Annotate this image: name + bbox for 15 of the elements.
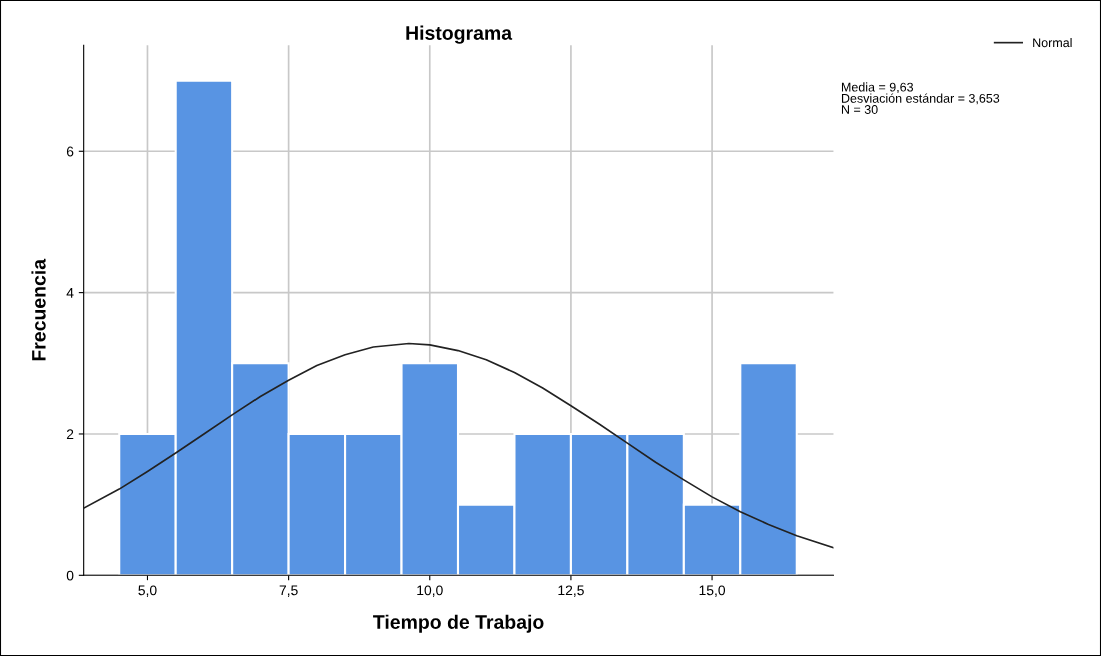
y-tick-label: 2 [66, 429, 74, 439]
y-axis-title: Frecuencia [31, 258, 46, 361]
x-tick-label: 12,5 [558, 585, 584, 597]
text: Media = 9,63 Desviación estándar = 3,653 N = 30 [841, 82, 1000, 114]
x-tick-label: 7,5 [279, 585, 298, 597]
x-tick-label: 15,0 [699, 585, 726, 597]
legend-label: Normal [1033, 37, 1072, 48]
chart-title: Histograma [406, 25, 513, 44]
line-series [83, 342, 834, 549]
y-tick-label: 0 [66, 570, 74, 581]
x-axis-title: Tiempo de Trabajo [373, 614, 544, 633]
x-tick-label: 10,0 [417, 585, 443, 597]
x-tick-label: 5,0 [138, 585, 157, 597]
y-tick-label: 4 [66, 288, 74, 298]
y-tick-label: 6 [66, 146, 74, 157]
